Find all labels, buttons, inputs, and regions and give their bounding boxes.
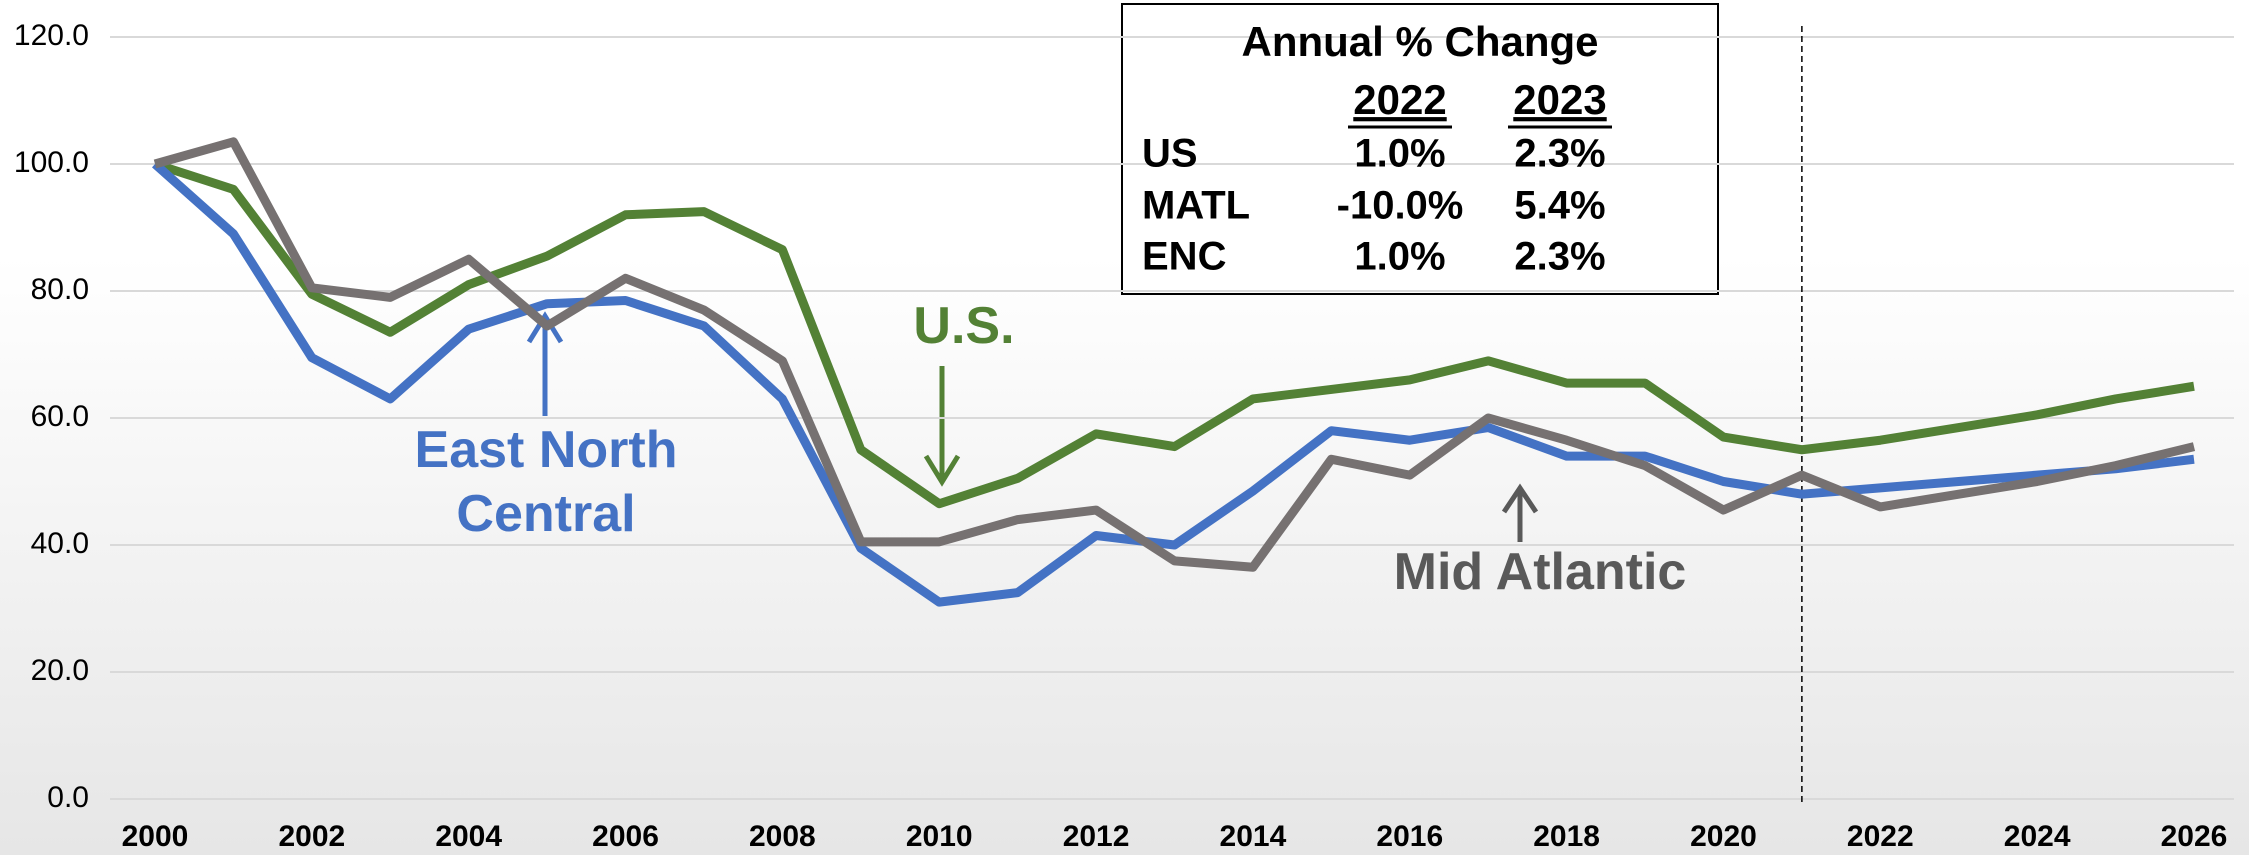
table-cell: -10.0% [1337, 184, 1464, 228]
x-tick-label: 2024 [2004, 820, 2071, 853]
x-tick-label: 2018 [1533, 820, 1600, 853]
x-tick-label: 2014 [1220, 820, 1287, 853]
x-tick-label: 2026 [2161, 820, 2228, 853]
x-tick-label: 2020 [1690, 820, 1757, 853]
y-tick-label: 40.0 [31, 527, 89, 560]
y-tick-label: 120.0 [14, 19, 89, 52]
y-tick-label: 80.0 [31, 273, 89, 306]
table-cell: ENC [1142, 235, 1226, 279]
series-label: East North Central [414, 421, 678, 543]
y-tick-label: 0.0 [47, 781, 89, 814]
x-tick-label: 2004 [435, 820, 502, 853]
x-tick-label: 2022 [1847, 820, 1914, 853]
table-cell: 2.3% [1514, 132, 1605, 176]
x-tick-label: 2012 [1063, 820, 1130, 853]
table-header: 2022 [1353, 76, 1446, 123]
series-line [153, 159, 2195, 509]
table-cell: MATL [1142, 184, 1250, 228]
y-tick-label: 100.0 [14, 146, 89, 179]
table-cell: 5.4% [1514, 184, 1605, 228]
table-cell: 2.3% [1514, 235, 1605, 279]
y-tick-label: 20.0 [31, 654, 89, 687]
series-label: Mid Atlantic [1393, 543, 1687, 601]
arrow-head [1501, 483, 1539, 514]
series-line [152, 160, 2195, 607]
table-title: Annual % Change [1241, 18, 1598, 65]
table-cell: US [1142, 132, 1198, 176]
x-tick-label: 2008 [749, 820, 816, 853]
x-tick-label: 2000 [122, 820, 189, 853]
arrow-head [923, 454, 961, 487]
series-line [153, 137, 2196, 572]
table-cell: 1.0% [1354, 132, 1445, 176]
x-tick-label: 2006 [592, 820, 659, 853]
table-cell: 1.0% [1354, 235, 1445, 279]
x-tick-label: 2016 [1376, 820, 1443, 853]
table-header: 2023 [1513, 76, 1606, 123]
series-label: U.S. [913, 297, 1015, 355]
arrow-head [526, 311, 564, 344]
x-tick-label: 2002 [278, 820, 345, 853]
table-box [1121, 3, 1719, 295]
y-tick-label: 60.0 [31, 400, 89, 433]
x-tick-label: 2010 [906, 820, 973, 853]
